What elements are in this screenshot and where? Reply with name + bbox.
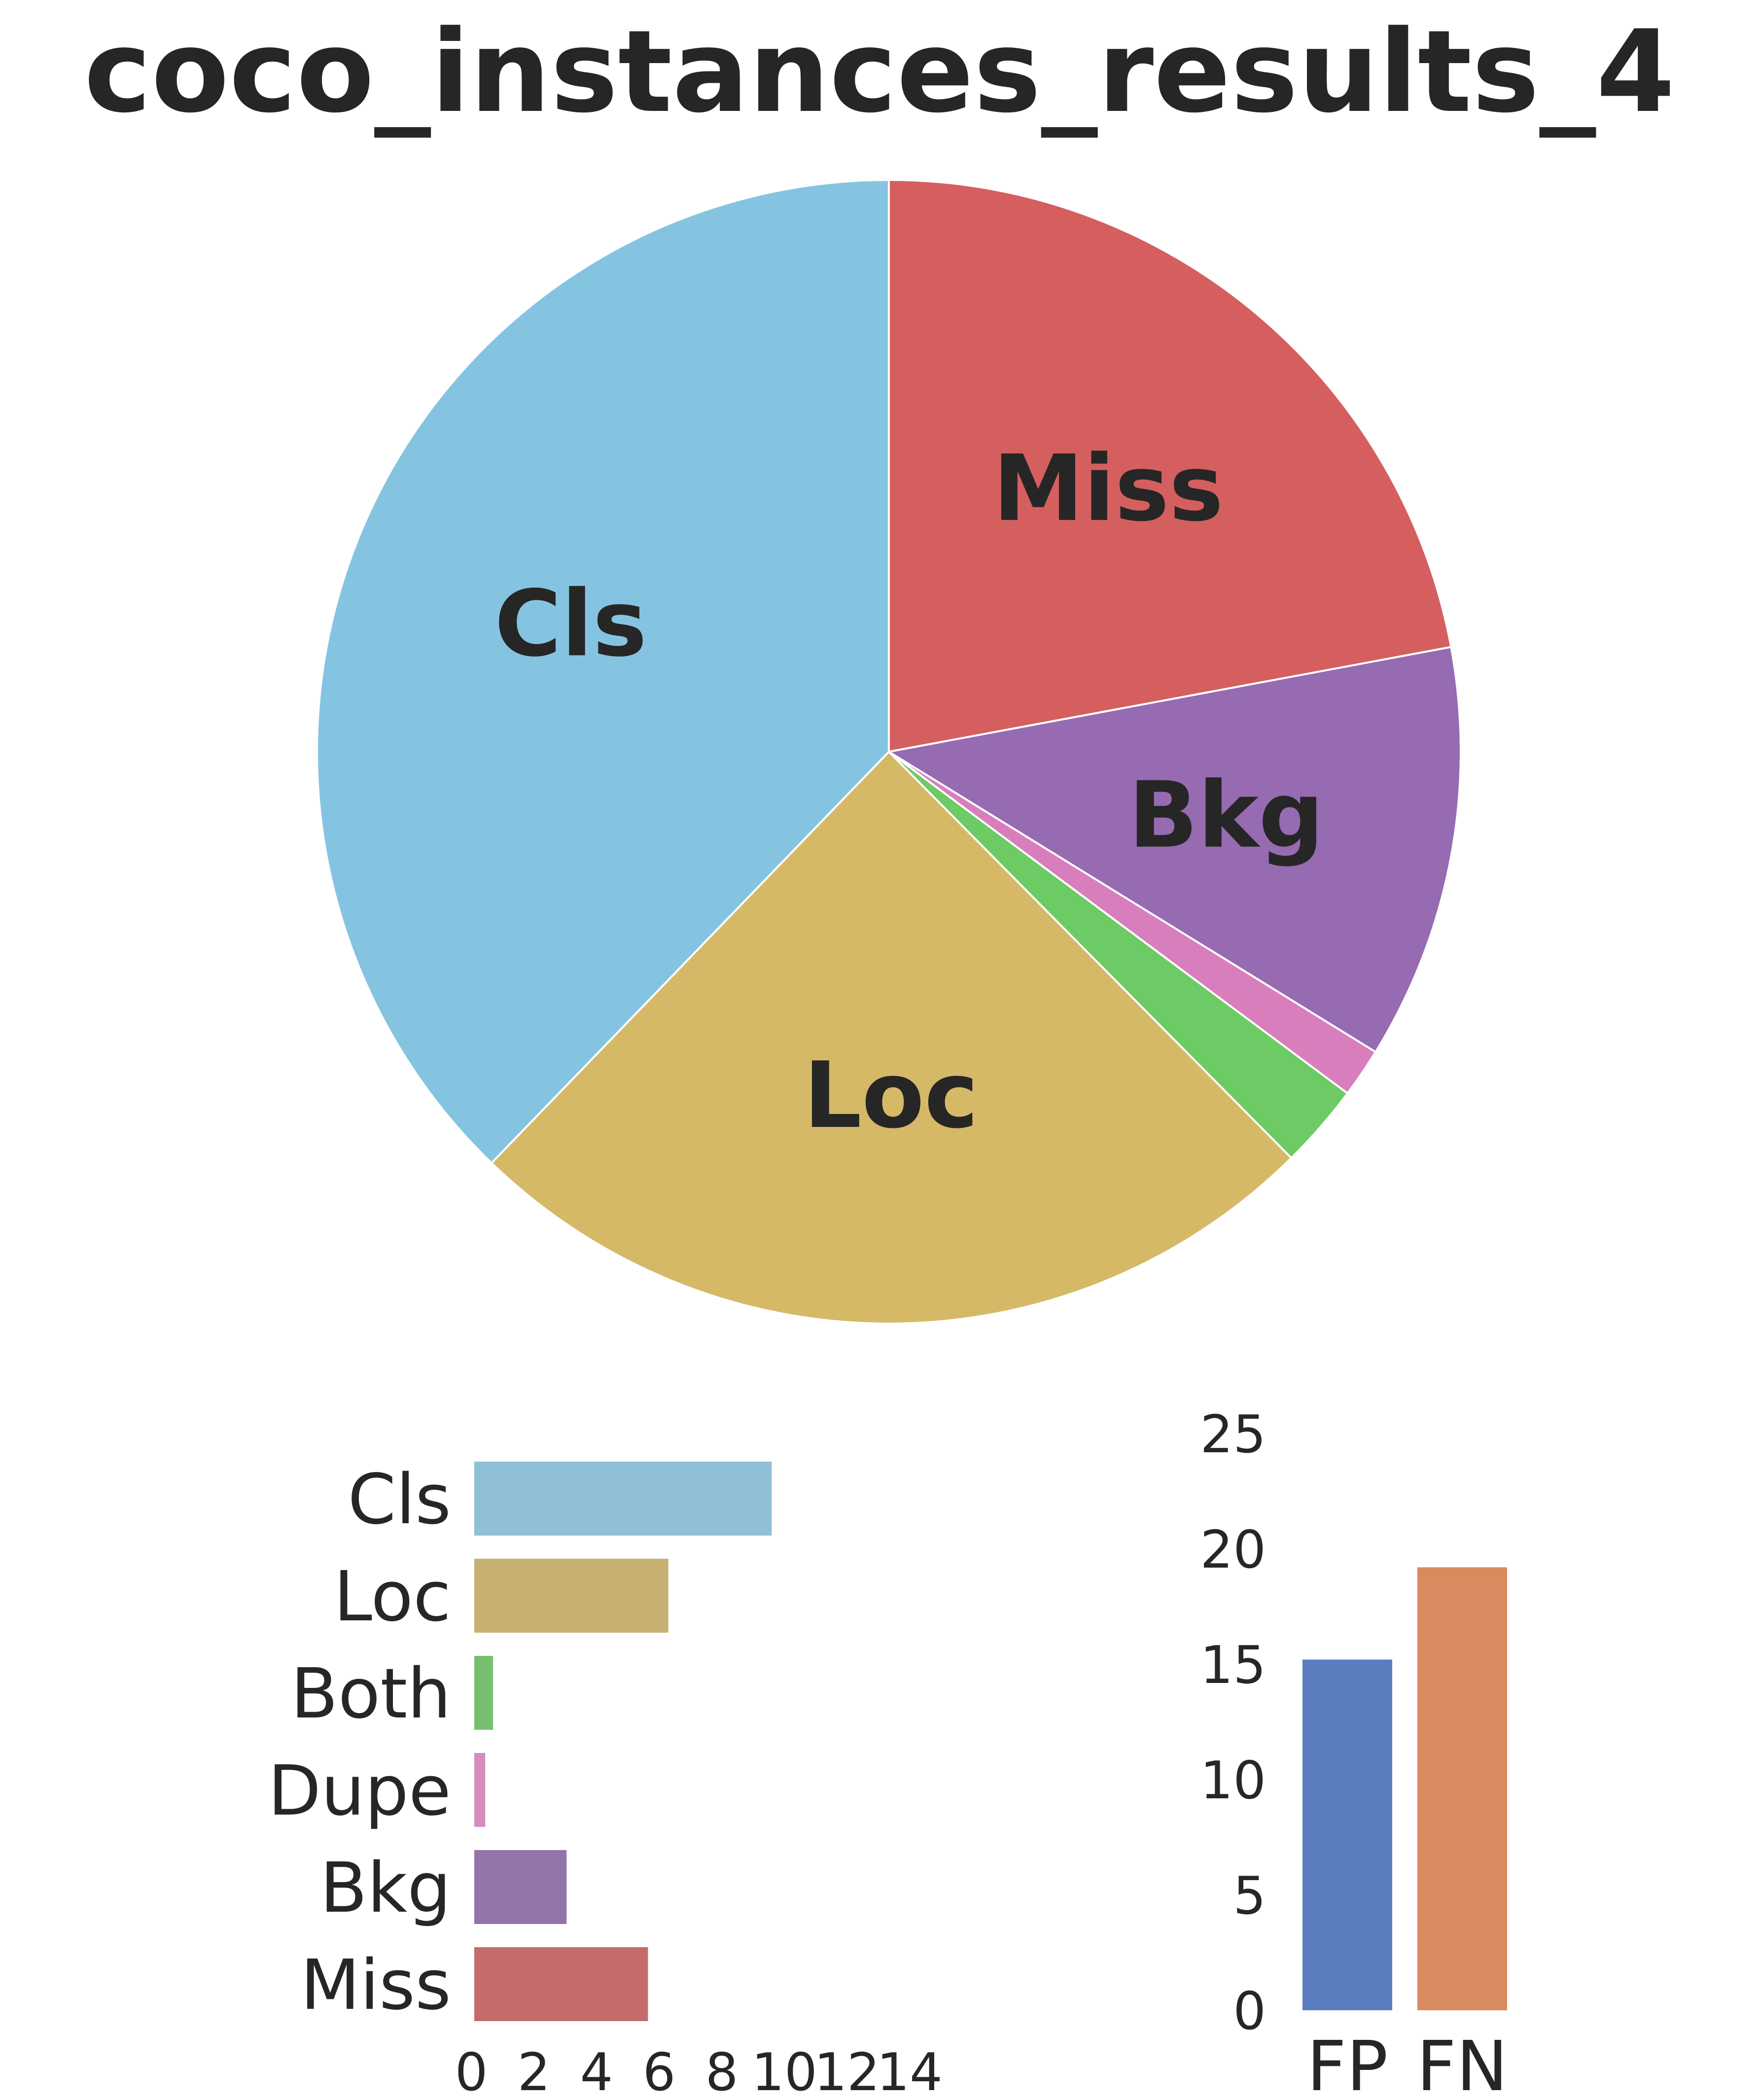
vbar-ytick: 0: [1233, 1981, 1266, 2041]
hbar-xtick: 4: [580, 2042, 613, 2100]
vbar-ytick: 10: [1200, 1750, 1266, 1811]
pie-slice-bkg: [886, 646, 1462, 1053]
hbar-xtick: 12: [814, 2042, 880, 2100]
hbar-label-dupe: Dupe: [268, 1751, 451, 1831]
hbar-xtick: 10: [751, 2042, 817, 2100]
vbar-ytick: 25: [1200, 1404, 1266, 1465]
hbar-label-miss: Miss: [300, 1945, 451, 2026]
hbar-xtick: 8: [705, 2042, 739, 2100]
hbar-both: [474, 1656, 493, 1730]
pie-label-bkg: Bkg: [1128, 762, 1324, 869]
hbar-label-bkg: Bkg: [320, 1848, 451, 1928]
pie-label-miss: Miss: [993, 435, 1224, 542]
hbar-miss: [474, 1947, 648, 2021]
vbar-ytick: 5: [1233, 1866, 1266, 1926]
vbar-ytick: 15: [1200, 1635, 1266, 1695]
vbar-fn: [1417, 1567, 1507, 2010]
hbar-loc: [474, 1559, 668, 1633]
pie-slice-loc: [490, 750, 1293, 1325]
vbar-fp: [1302, 1659, 1392, 2010]
pie-chart: Miss Bkg Loc Cls: [316, 178, 1462, 1325]
vbar-label-fp: FP: [1307, 2027, 1388, 2100]
hbar-dupe: [474, 1753, 486, 1827]
hbar-cls: [474, 1462, 772, 1536]
pie-label-loc: Loc: [804, 1042, 979, 1149]
hbar-label-both: Both: [291, 1654, 451, 1734]
pie-label-cls: Cls: [494, 570, 647, 677]
hbar-label-loc: Loc: [334, 1557, 451, 1637]
hbar-xtick: 2: [518, 2042, 551, 2100]
pie-slice-miss: [888, 178, 1452, 753]
hbar-xtick: 0: [455, 2042, 488, 2100]
chart-title: coco_instances_results_4: [84, 6, 1675, 138]
fp-fn-bar-chart: FP FN 0 5 10 15 20 25: [1200, 1404, 1508, 2100]
hbar-bkg: [474, 1850, 567, 1924]
pie-slice-cls: [316, 178, 890, 1165]
vbar-label-fn: FN: [1416, 2027, 1508, 2100]
hbar-xtick: 6: [643, 2042, 676, 2100]
hbar-xtick: 14: [877, 2042, 943, 2100]
vbar-ytick: 20: [1200, 1520, 1266, 1580]
hbar-label-cls: Cls: [348, 1460, 451, 1540]
